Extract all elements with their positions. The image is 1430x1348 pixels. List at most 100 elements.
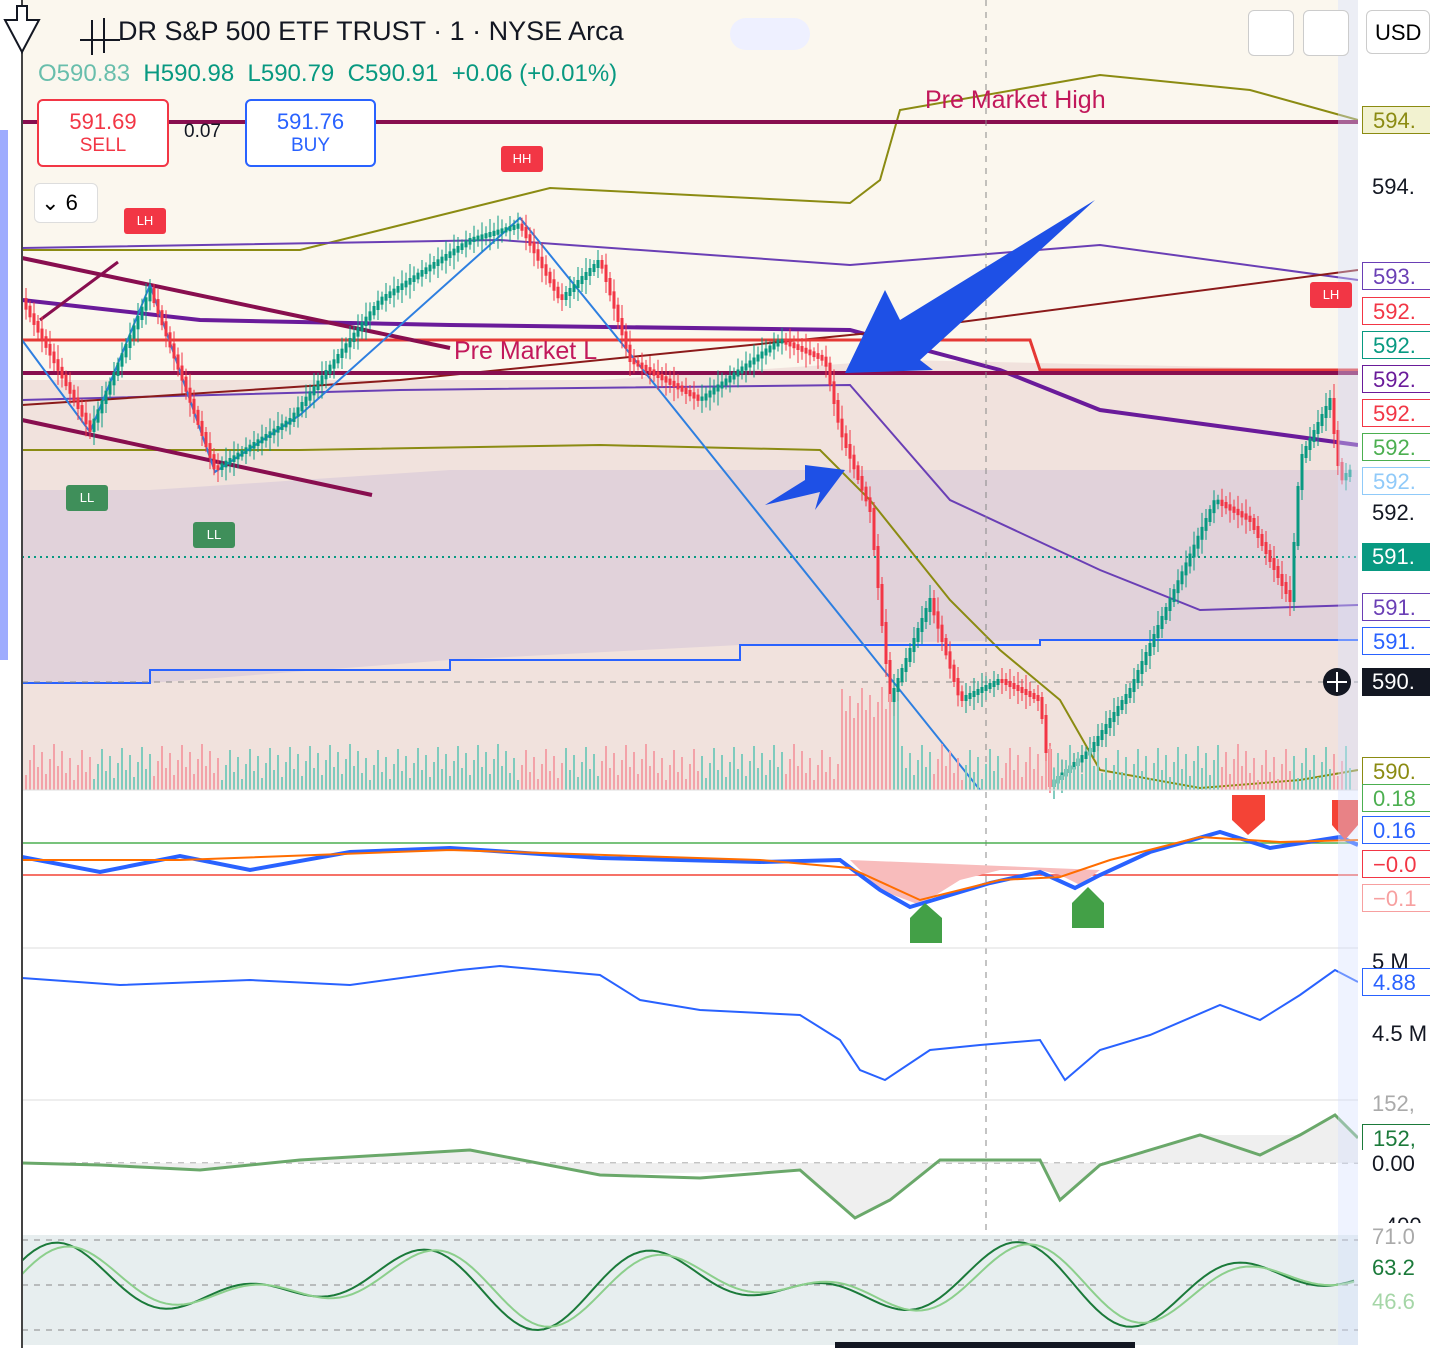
vwap-band [21, 383, 1359, 612]
buy-button[interactable]: 591.76 BUY [245, 99, 376, 167]
price-label: 591. [1362, 593, 1430, 621]
volume-bar [233, 772, 235, 790]
volume-bar [1333, 754, 1335, 790]
price-label: 592. [1362, 365, 1430, 393]
volume-bar [1137, 749, 1139, 790]
vwap-band [21, 238, 1359, 281]
candle-body [120, 353, 124, 367]
candle-body [384, 294, 388, 301]
candle-body [972, 691, 976, 697]
candle-body [1116, 706, 1120, 716]
candle-body [68, 382, 72, 394]
volume-bar [1005, 763, 1007, 790]
candle-body [672, 380, 676, 388]
candle-body [312, 386, 316, 396]
volume-bar [361, 773, 363, 790]
volume-bar [697, 771, 699, 790]
volume-bar [1337, 776, 1339, 790]
volume-bar [673, 750, 675, 790]
candle-icon[interactable] [80, 18, 120, 55]
candle-body [564, 292, 568, 300]
candle-body [108, 381, 112, 395]
candle-body [392, 288, 396, 296]
volume-bar [653, 751, 655, 790]
volume-bar [1213, 760, 1215, 790]
candle-body [1280, 574, 1284, 586]
candle-body [1104, 724, 1108, 734]
candle-body [1188, 553, 1192, 567]
candle-body [716, 384, 720, 392]
volume-bar [633, 752, 635, 790]
volume-bar [1225, 752, 1227, 790]
candle-body [252, 442, 256, 449]
candle-body [1348, 469, 1352, 477]
volume-bar [865, 710, 867, 790]
candle-body [332, 359, 336, 369]
candle-body [148, 288, 152, 302]
candle-body [728, 375, 732, 383]
candle-body [1156, 625, 1160, 638]
volume-bar [497, 744, 499, 790]
volume-bar [509, 773, 511, 790]
download-button[interactable] [1248, 10, 1294, 56]
candle-body [104, 390, 108, 404]
candle-body [24, 298, 28, 310]
volume-bar [1297, 778, 1299, 790]
indicator-label: −0.0 [1362, 850, 1430, 878]
close: C590.91 [347, 60, 439, 87]
candle-body [536, 249, 540, 261]
volume-bar [1325, 747, 1327, 790]
candle-body [64, 374, 68, 387]
volume-bar [457, 746, 459, 790]
volume-bar [1189, 776, 1191, 790]
candle-body [184, 376, 188, 392]
volume-bar [1301, 763, 1303, 790]
volume-bar [921, 745, 923, 790]
volume-bar [37, 767, 39, 790]
candle-body [648, 367, 652, 374]
volume-bar [773, 745, 775, 790]
ohlc: O590.83 H590.98 L590.79 C590.91 +0.06 (+… [38, 60, 617, 88]
low: L590.79 [247, 60, 335, 87]
candle-body [420, 270, 424, 277]
candle-body [812, 351, 816, 358]
candle-body [412, 275, 416, 282]
refresh-button[interactable] [1303, 10, 1349, 56]
down-icon[interactable] [3, 5, 41, 55]
candle-body [1100, 730, 1104, 740]
session-pill[interactable] [730, 18, 810, 50]
volume-bar [693, 749, 695, 790]
candle-body [1320, 414, 1324, 426]
plus-icon [1327, 672, 1347, 692]
candle-body [448, 251, 452, 258]
volume-bar [97, 764, 99, 790]
candle-body [764, 348, 768, 356]
candle-body [788, 340, 792, 347]
volume-bar [909, 753, 911, 790]
stoch-d [21, 1243, 1355, 1328]
sell-button[interactable]: 591.69 SELL [37, 99, 169, 167]
volume-bar [173, 775, 175, 790]
indicator-label: 152, [1362, 1090, 1430, 1118]
volume-bar [761, 753, 763, 790]
volume-bar [429, 777, 431, 790]
volume-bar [1073, 767, 1075, 790]
indicator-label: 0.18 [1362, 784, 1430, 812]
bb-lower [22, 443, 1359, 790]
candle-body [1232, 506, 1236, 513]
candle-body [484, 233, 488, 239]
candle-body [1248, 515, 1252, 522]
candle-body [720, 381, 724, 389]
volume-bar [657, 773, 659, 790]
volume-bar [1181, 769, 1183, 790]
collapse-button[interactable]: ⌄ 6 [34, 183, 98, 223]
candle-body [1028, 691, 1032, 697]
volume-bar [1105, 758, 1107, 790]
candle-body [844, 433, 848, 448]
volume-bar [369, 780, 371, 790]
currency-button[interactable]: USD [1366, 10, 1430, 54]
volume-bar [53, 744, 55, 790]
volume-bar [765, 775, 767, 790]
volume-bar [225, 765, 227, 790]
obv-line [21, 964, 1359, 1082]
